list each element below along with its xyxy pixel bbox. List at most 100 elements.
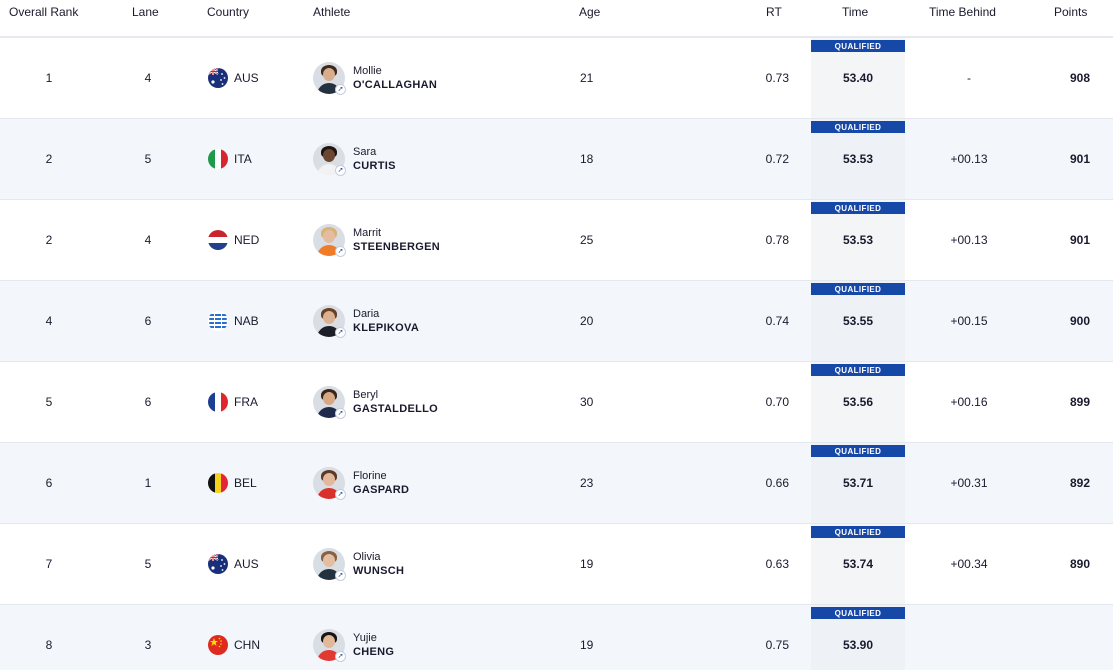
table-row[interactable]: QUALIFIED 2 4 NED ➚ Marrit STEENBERGEN 25 0.78 53… xyxy=(0,200,1113,281)
avatar-face xyxy=(323,392,335,405)
table-row[interactable]: QUALIFIED 5 6 FRA ➚ Beryl GASTALDELLO 30 0.70 53.… xyxy=(0,362,1113,443)
arrow-link-icon[interactable]: ➚ xyxy=(335,246,346,257)
avatar-photo xyxy=(313,548,345,580)
rank-value: 8 xyxy=(45,638,53,652)
age-value: 21 xyxy=(580,71,594,85)
avatar-face xyxy=(323,473,335,486)
country-cell: AUS xyxy=(208,524,308,604)
qualified-badge: QUALIFIED xyxy=(811,40,905,52)
time-behind-value: +00.15 xyxy=(950,314,988,328)
athlete-name[interactable]: Florine GASPARD xyxy=(353,469,409,497)
aus-flag-icon xyxy=(208,554,228,574)
athlete-name[interactable]: Olivia WUNSCH xyxy=(353,550,404,578)
country-code: NAB xyxy=(234,314,259,328)
header-country[interactable]: Country xyxy=(207,5,250,19)
rank-value: 5 xyxy=(45,395,53,409)
header-points[interactable]: Points xyxy=(1054,5,1088,19)
avatar-body xyxy=(317,569,341,580)
athlete-avatar[interactable]: ➚ xyxy=(313,305,346,338)
country-code: AUS xyxy=(234,557,259,571)
athlete-name[interactable]: Mollie O'CALLAGHAN xyxy=(353,64,437,92)
athlete-avatar[interactable]: ➚ xyxy=(313,143,346,176)
avatar-photo xyxy=(313,143,345,175)
qualified-badge: QUALIFIED xyxy=(811,607,905,619)
points-value: 890 xyxy=(1069,557,1090,571)
qualified-badge: QUALIFIED xyxy=(811,526,905,538)
arrow-link-icon[interactable]: ➚ xyxy=(335,651,346,662)
athlete-name[interactable]: Yujie CHENG xyxy=(353,631,394,659)
table-row[interactable]: QUALIFIED 1 4 AUS ➚ Mollie O'CALLAGHAN 21 0.73 53… xyxy=(0,38,1113,119)
header-time-behind[interactable]: Time Behind xyxy=(929,5,996,19)
athlete-avatar[interactable]: ➚ xyxy=(313,224,346,257)
avatar-face xyxy=(323,230,335,243)
arrow-link-icon[interactable]: ➚ xyxy=(335,84,346,95)
header-age[interactable]: Age xyxy=(579,5,601,19)
chn-flag-icon xyxy=(208,635,228,655)
age-value: 18 xyxy=(580,152,594,166)
header-overall-rank[interactable]: Overall Rank xyxy=(9,5,79,19)
arrow-link-icon[interactable]: ➚ xyxy=(335,570,346,581)
lane-value: 6 xyxy=(144,314,152,328)
athlete-name[interactable]: Beryl GASTALDELLO xyxy=(353,388,438,416)
athlete-first-name: Beryl xyxy=(353,389,379,401)
avatar-photo xyxy=(313,467,345,499)
athlete-name[interactable]: Marrit STEENBERGEN xyxy=(353,226,440,254)
avatar-body xyxy=(317,245,341,256)
time-behind-value: +00.34 xyxy=(950,557,988,571)
avatar-photo xyxy=(313,62,345,94)
nab-flag-icon xyxy=(208,311,228,331)
athlete-avatar[interactable]: ➚ xyxy=(313,467,346,500)
athlete-last-name: KLEPIKOVA xyxy=(353,322,420,334)
age-value: 30 xyxy=(580,395,594,409)
athlete-name[interactable]: Sara CURTIS xyxy=(353,145,396,173)
table-row[interactable]: QUALIFIED 6 1 BEL ➚ Florine GASPARD 23 0.66 53.71… xyxy=(0,443,1113,524)
athlete-cell[interactable]: ➚ Daria KLEPIKOVA xyxy=(313,281,553,361)
lane-value: 4 xyxy=(144,233,152,247)
arrow-link-icon[interactable]: ➚ xyxy=(335,489,346,500)
qualified-badge: QUALIFIED xyxy=(811,445,905,457)
lane-value: 5 xyxy=(144,557,152,571)
athlete-avatar[interactable]: ➚ xyxy=(313,629,346,662)
header-lane[interactable]: Lane xyxy=(132,5,159,19)
athlete-name[interactable]: Daria KLEPIKOVA xyxy=(353,307,419,335)
athlete-avatar[interactable]: ➚ xyxy=(313,62,346,95)
avatar-photo xyxy=(313,386,345,418)
table-row[interactable]: QUALIFIED 4 6 NAB ➚ Daria KLEPIKOVA 20 0.74 53.55… xyxy=(0,281,1113,362)
athlete-avatar[interactable]: ➚ xyxy=(313,548,346,581)
time-behind-value xyxy=(912,605,1026,670)
athlete-avatar[interactable]: ➚ xyxy=(313,386,346,419)
athlete-cell[interactable]: ➚ Beryl GASTALDELLO xyxy=(313,362,553,442)
avatar-body xyxy=(317,488,341,499)
athlete-cell[interactable]: ➚ Sara CURTIS xyxy=(313,119,553,199)
time-value: 53.56 xyxy=(842,395,874,409)
time-value: 53.53 xyxy=(842,152,874,166)
reaction-time-value: 0.66 xyxy=(765,476,789,490)
athlete-cell[interactable]: ➚ Florine GASPARD xyxy=(313,443,553,523)
avatar-photo xyxy=(313,224,345,256)
arrow-link-icon[interactable]: ➚ xyxy=(335,165,346,176)
header-time[interactable]: Time xyxy=(842,5,869,19)
header-rt[interactable]: RT xyxy=(766,5,782,19)
arrow-link-icon[interactable]: ➚ xyxy=(335,408,346,419)
athlete-last-name: CHENG xyxy=(353,646,395,658)
table-row[interactable]: QUALIFIED 7 5 AUS ➚ Olivia WUNSCH 19 0.63 53.74 +0… xyxy=(0,524,1113,605)
table-row[interactable]: QUALIFIED 2 5 ITA ➚ Sara CURTIS 18 0.72 53.53 +00.… xyxy=(0,119,1113,200)
table-row[interactable]: QUALIFIED 8 3 CHN ➚ Yujie CHENG 19 0.75 53.90 xyxy=(0,605,1113,670)
country-cell: FRA xyxy=(208,362,308,442)
athlete-cell[interactable]: ➚ Yujie CHENG xyxy=(313,605,553,670)
athlete-cell[interactable]: ➚ Marrit STEENBERGEN xyxy=(313,200,553,280)
athlete-first-name: Olivia xyxy=(353,551,381,563)
time-behind-value: +00.16 xyxy=(950,395,988,409)
reaction-time-value: 0.74 xyxy=(765,314,789,328)
header-athlete[interactable]: Athlete xyxy=(313,5,351,19)
points-value: 908 xyxy=(1069,71,1090,85)
aus-flag-icon xyxy=(208,68,228,88)
country-cell: ITA xyxy=(208,119,308,199)
arrow-link-icon[interactable]: ➚ xyxy=(335,327,346,338)
lane-value: 1 xyxy=(144,476,152,490)
athlete-cell[interactable]: ➚ Mollie O'CALLAGHAN xyxy=(313,38,553,118)
fra-flag-icon xyxy=(208,392,228,412)
athlete-last-name: O'CALLAGHAN xyxy=(353,79,438,91)
athlete-cell[interactable]: ➚ Olivia WUNSCH xyxy=(313,524,553,604)
